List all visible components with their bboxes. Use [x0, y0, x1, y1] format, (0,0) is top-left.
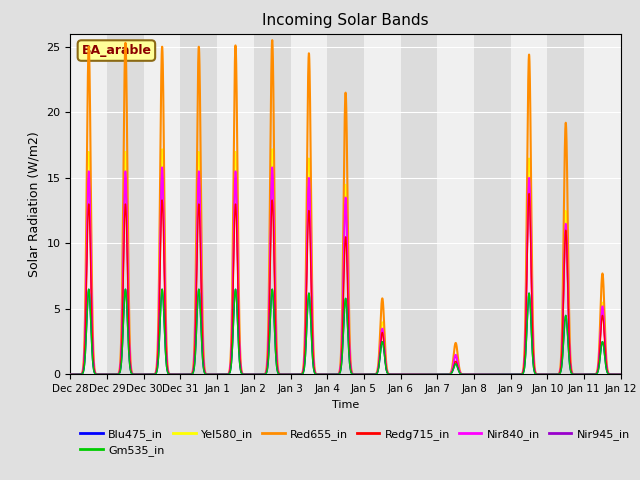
Bar [144, 34, 180, 374]
Bar [437, 34, 474, 374]
Title: Incoming Solar Bands: Incoming Solar Bands [262, 13, 429, 28]
Bar [291, 34, 327, 374]
Bar [217, 34, 254, 374]
Y-axis label: Solar Radiation (W/m2): Solar Radiation (W/m2) [28, 131, 41, 277]
Bar [70, 34, 107, 374]
Bar [474, 34, 511, 374]
Bar [180, 34, 217, 374]
Legend: Blu475_in, Gm535_in, Yel580_in, Red655_in, Redg715_in, Nir840_in, Nir945_in: Blu475_in, Gm535_in, Yel580_in, Red655_i… [76, 424, 635, 460]
Bar [547, 34, 584, 374]
Bar [107, 34, 144, 374]
Bar [401, 34, 437, 374]
X-axis label: Time: Time [332, 400, 359, 409]
Bar [511, 34, 547, 374]
Bar [364, 34, 401, 374]
Bar [254, 34, 291, 374]
Bar [327, 34, 364, 374]
Bar [584, 34, 621, 374]
Text: BA_arable: BA_arable [81, 44, 152, 57]
